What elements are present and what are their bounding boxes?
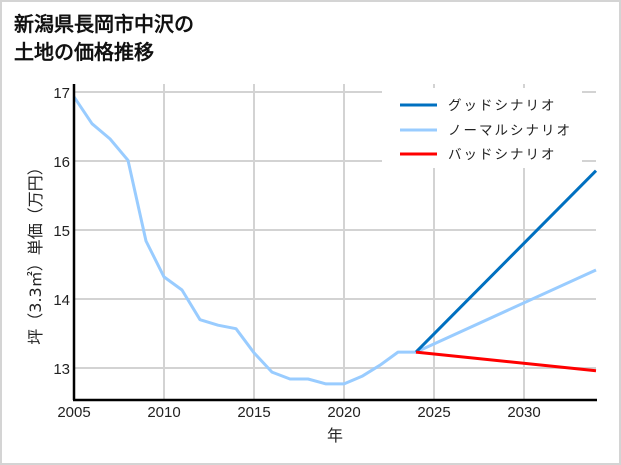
x-tick-label: 2025 — [417, 404, 450, 421]
y-tick-label: 17 — [53, 85, 70, 102]
series-line-normal — [72, 95, 597, 386]
x-axis-label: 年 — [327, 426, 343, 445]
chart-title-line1: 新潟県長岡市中沢の — [14, 12, 194, 36]
x-tick-label: 2015 — [237, 404, 270, 421]
x-tick-label: 2030 — [507, 404, 540, 421]
y-tick-labels: 13 14 15 16 17 — [53, 85, 70, 378]
y-axis-label: 坪（3.3㎡）単価（万円） — [26, 159, 45, 344]
x-tick-labels: 2005 2010 2015 2020 2025 2030 — [57, 404, 540, 421]
x-tick-label: 2010 — [147, 404, 180, 421]
chart-title-line2: 土地の価格推移 — [14, 40, 154, 64]
legend: グッドシナリオ ノーマルシナリオ バッドシナリオ — [382, 88, 582, 168]
chart-title: 新潟県長岡市中沢の 土地の価格推移 — [14, 10, 194, 66]
x-tick-label: 2005 — [57, 404, 90, 421]
axes — [72, 84, 597, 402]
y-tick-label: 16 — [53, 154, 70, 171]
series-lines — [72, 95, 598, 386]
legend-label-normal: ノーマルシナリオ — [448, 123, 572, 139]
series-line-bad — [415, 350, 597, 373]
legend-label-good: グッドシナリオ — [448, 98, 557, 114]
y-tick-label: 14 — [53, 292, 70, 309]
y-tick-label: 13 — [53, 361, 70, 378]
legend-label-bad: バッドシナリオ — [448, 147, 557, 163]
series-line-good — [414, 169, 598, 354]
y-tick-label: 15 — [53, 223, 70, 240]
gridlines — [74, 84, 596, 400]
x-tick-label: 2020 — [327, 404, 360, 421]
